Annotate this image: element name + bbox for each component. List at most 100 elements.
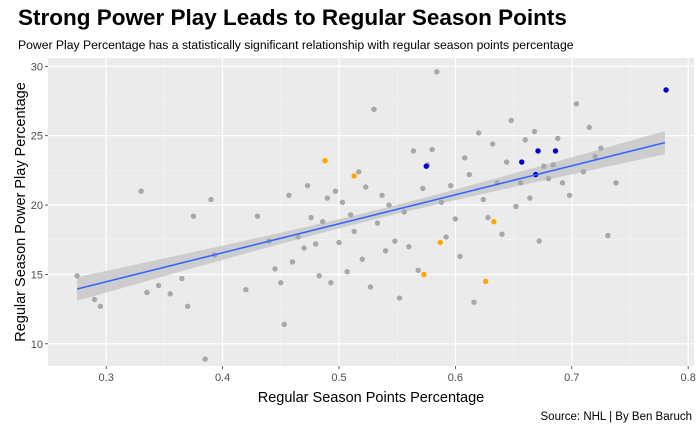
data-point [319, 219, 326, 225]
x-tick-label: 0.6 [448, 372, 463, 384]
y-tick-label: 30 [31, 61, 43, 73]
data-point [531, 128, 538, 135]
highlight-point-blue [552, 148, 559, 154]
data-point [396, 295, 403, 301]
data-point [566, 192, 573, 199]
data-point [536, 238, 542, 244]
data-point [592, 153, 598, 160]
data-point [281, 321, 287, 328]
data-point [541, 163, 547, 169]
x-tick-label: 0.5 [331, 372, 346, 384]
highlight-point-blue [663, 87, 669, 93]
data-point [254, 213, 261, 219]
highlight-point-blue [535, 148, 541, 154]
data-point [379, 192, 385, 199]
data-point [286, 192, 292, 199]
data-point [316, 273, 322, 279]
data-point [522, 137, 528, 143]
data-point [167, 291, 173, 297]
data-point [184, 303, 191, 310]
data-point [410, 148, 417, 154]
chart-title: Strong Power Play Leads to Regular Seaso… [18, 5, 567, 30]
data-point [336, 239, 342, 246]
data-point [313, 241, 319, 247]
data-point [295, 234, 301, 240]
data-point [332, 188, 339, 194]
data-point [559, 180, 566, 186]
data-point [97, 303, 104, 310]
data-point [513, 203, 519, 210]
y-tick-label: 10 [31, 339, 43, 351]
x-tick-label: 0.4 [215, 372, 230, 384]
data-point [573, 101, 580, 107]
chart-subtitle: Power Play Percentage has a statisticall… [18, 38, 574, 52]
data-point [508, 117, 514, 124]
data-point [382, 248, 389, 254]
data-point [324, 195, 331, 201]
data-point [448, 182, 454, 189]
data-point [415, 267, 421, 273]
data-point [386, 202, 392, 208]
data-point [328, 280, 334, 286]
data-point [138, 188, 144, 194]
data-point [190, 213, 197, 219]
data-point [605, 232, 611, 239]
data-point [272, 266, 278, 272]
data-point [367, 284, 374, 290]
y-axis-title: Regular Season Power Play Percentage [13, 82, 29, 342]
data-point [144, 289, 150, 296]
highlight-point-orange [482, 278, 489, 285]
data-point [406, 243, 412, 250]
data-point [420, 185, 426, 192]
data-point [155, 282, 162, 289]
y-tick-label: 20 [31, 200, 43, 212]
major-gridlines [48, 58, 694, 366]
data-point [392, 238, 398, 244]
data-point [438, 199, 445, 205]
axis-layer: 0.3 0.4 0.5 0.6 0.7 0.8 10 15 20 25 30 [31, 61, 696, 384]
x-tick-label: 0.8 [681, 372, 696, 384]
data-point [356, 169, 362, 175]
data-point [243, 286, 249, 293]
data-point [461, 155, 468, 161]
highlight-point-blue [423, 163, 429, 169]
data-point [91, 296, 98, 303]
data-point [202, 356, 208, 362]
data-point [371, 106, 377, 113]
data-point [555, 135, 561, 142]
data-point [278, 280, 284, 286]
data-point [480, 196, 487, 203]
data-point [485, 214, 491, 221]
data-point [208, 196, 214, 203]
data-point [74, 273, 80, 279]
data-point [613, 180, 619, 186]
regression-line [76, 141, 666, 290]
data-point [475, 130, 482, 136]
highlight-point-orange [491, 219, 497, 225]
data-point [179, 275, 185, 282]
data-point [289, 259, 296, 265]
highlight-point-orange [351, 173, 357, 179]
data-point [308, 214, 314, 221]
x-tick-label: 0.3 [99, 372, 114, 384]
highlight-point-blue [519, 159, 525, 165]
data-point [598, 145, 604, 151]
trend-line-layer [76, 141, 666, 290]
data-point [363, 184, 369, 190]
data-point [527, 195, 533, 201]
data-point [443, 234, 449, 240]
data-point [517, 180, 524, 186]
data-point [344, 268, 350, 275]
data-point [374, 220, 381, 226]
data-point [499, 231, 505, 237]
data-point [503, 159, 510, 165]
data-point [550, 162, 556, 168]
data-point [452, 216, 459, 222]
data-point [351, 228, 357, 235]
highlight-point-orange [322, 157, 328, 164]
data-point [401, 209, 407, 215]
data-point [466, 171, 473, 178]
data-point [347, 212, 354, 218]
data-point [586, 124, 592, 131]
source-caption: Source: NHL | By Ben Baruch [540, 411, 693, 423]
